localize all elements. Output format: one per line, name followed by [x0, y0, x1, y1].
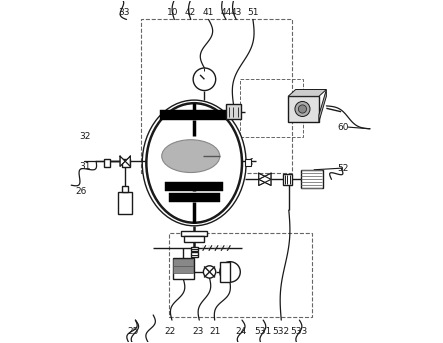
Circle shape [193, 68, 216, 91]
Bar [181, 230, 207, 236]
Text: 21: 21 [209, 327, 220, 336]
Text: 10: 10 [167, 8, 179, 17]
Text: 43: 43 [230, 8, 242, 17]
Bar [122, 186, 128, 192]
Text: 24: 24 [236, 327, 247, 336]
Circle shape [203, 266, 216, 278]
Bar [191, 247, 198, 251]
Bar [168, 233, 312, 317]
Text: 33: 33 [118, 8, 130, 17]
Ellipse shape [162, 140, 220, 173]
Text: 23: 23 [193, 327, 204, 336]
Bar [173, 267, 193, 273]
Polygon shape [319, 90, 326, 122]
Text: 32: 32 [79, 132, 90, 141]
Text: 42: 42 [184, 8, 196, 17]
Ellipse shape [146, 103, 242, 223]
Bar [118, 192, 132, 214]
Bar [122, 159, 130, 167]
Bar [168, 193, 220, 202]
Bar [184, 236, 204, 241]
Bar [104, 159, 110, 167]
Text: 31: 31 [79, 162, 91, 171]
Text: 52: 52 [337, 164, 349, 173]
Bar [173, 258, 194, 279]
Text: 533: 533 [291, 327, 308, 336]
Text: 26: 26 [75, 188, 86, 197]
Circle shape [299, 105, 307, 113]
Circle shape [220, 262, 240, 282]
Bar [288, 96, 319, 122]
Bar [220, 262, 230, 282]
Bar [173, 259, 193, 266]
Circle shape [295, 102, 310, 117]
Bar [301, 170, 323, 188]
Text: 60: 60 [337, 122, 349, 132]
Polygon shape [125, 156, 130, 166]
Text: 22: 22 [165, 327, 176, 336]
Polygon shape [288, 90, 326, 96]
Polygon shape [259, 173, 271, 186]
Text: 41: 41 [203, 8, 214, 17]
Bar [191, 252, 198, 257]
Bar [160, 110, 228, 120]
Ellipse shape [142, 100, 246, 226]
Polygon shape [259, 173, 271, 186]
Bar [240, 79, 303, 137]
Text: 44: 44 [220, 8, 232, 17]
Bar [283, 174, 292, 185]
Bar [165, 182, 223, 191]
Text: 532: 532 [273, 327, 290, 336]
Text: 25: 25 [127, 327, 138, 336]
Text: 531: 531 [255, 327, 272, 336]
Bar [245, 159, 251, 166]
Polygon shape [120, 156, 125, 166]
Bar [141, 20, 291, 173]
Bar [226, 104, 241, 119]
Text: 51: 51 [247, 8, 259, 17]
